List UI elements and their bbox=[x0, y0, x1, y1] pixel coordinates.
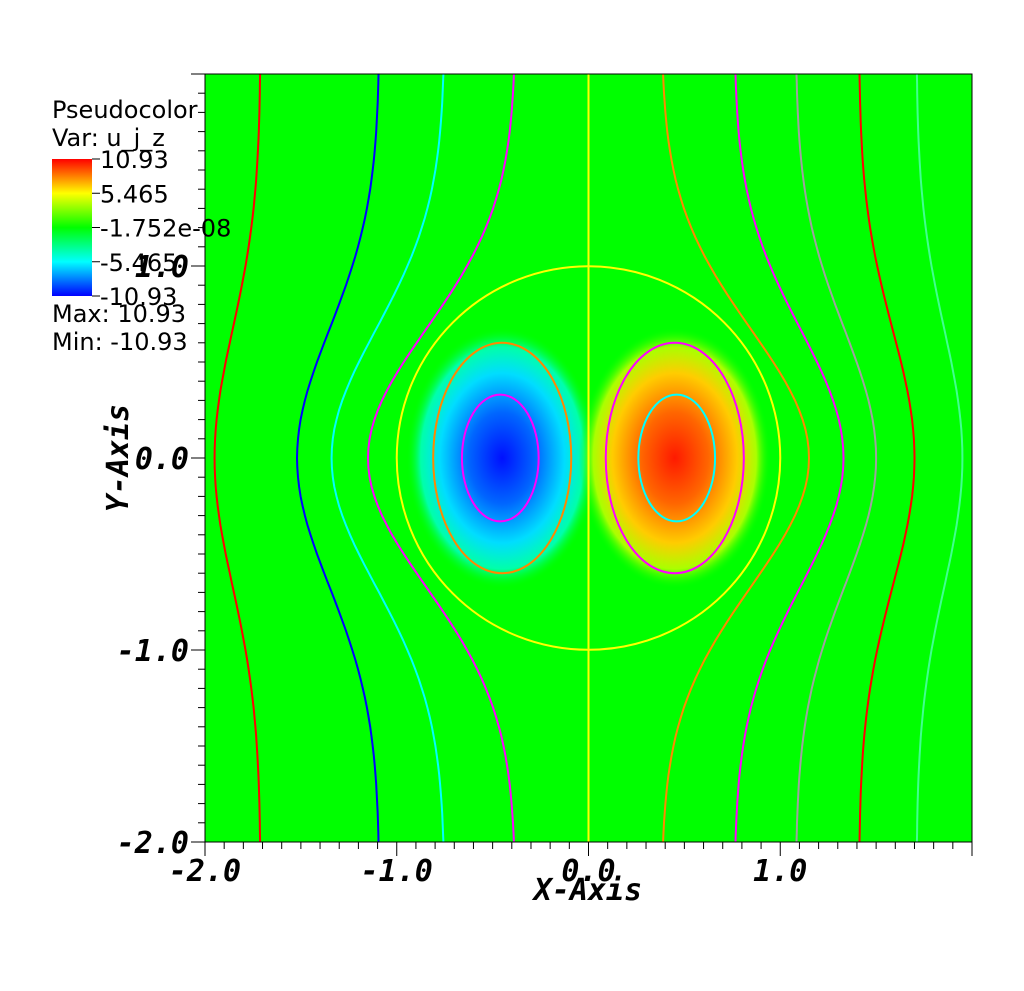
x-tick-label: 1.0 bbox=[753, 854, 807, 889]
y-tick-label: -1.0 bbox=[117, 634, 189, 669]
legend: Pseudocolor Var: u_j_z 10.93 5.465 -1.752e… bbox=[52, 96, 231, 356]
y-tick-label: 1.0 bbox=[135, 250, 189, 285]
colorbar-label: -1.752e-08 bbox=[100, 215, 231, 243]
colorbar-labels: 10.93 5.465 -1.752e-08 -5.465 -10.93 bbox=[92, 146, 231, 311]
contour-line-2 bbox=[330, 74, 445, 842]
colorbar-label: -10.93 bbox=[100, 283, 177, 311]
legend-max: Max: 10.93 bbox=[52, 300, 186, 328]
contour-ring-2 bbox=[604, 341, 745, 575]
colorbar bbox=[52, 159, 92, 296]
x-tick-label: -2.0 bbox=[169, 854, 241, 889]
legend-plot-type: Pseudocolor bbox=[52, 96, 198, 124]
x-tick-label: -1.0 bbox=[361, 854, 433, 889]
minor-ticks bbox=[191, 73, 973, 856]
contour-ring-0 bbox=[432, 341, 573, 575]
contour-line-7 bbox=[858, 74, 916, 842]
y-tick-label: 0.0 bbox=[135, 442, 189, 477]
contour-ring-3 bbox=[637, 393, 717, 523]
y-tick-label: -2.0 bbox=[117, 826, 189, 861]
contour-line-5 bbox=[734, 74, 845, 842]
contour-line-1 bbox=[295, 74, 380, 842]
tick-labels: -2.0 -1.0 0.0 1.0 -2.0 -1.0 0.0 1.0 bbox=[117, 250, 808, 889]
legend-min: Min: -10.93 bbox=[52, 328, 188, 356]
colorbar-label: -5.465 bbox=[100, 249, 177, 277]
colorbar-label: 5.465 bbox=[100, 180, 169, 208]
contour-line-4 bbox=[662, 74, 811, 842]
x-axis-title: X-Axis bbox=[531, 873, 642, 908]
colorbar-label: 10.93 bbox=[100, 146, 169, 174]
contour-ring-1 bbox=[460, 393, 540, 523]
field-layer bbox=[406, 327, 771, 589]
contour-line-3 bbox=[366, 74, 515, 842]
y-axis-title: Y-Axis bbox=[101, 404, 136, 512]
legend-variable: Var: u_j_z bbox=[52, 124, 165, 152]
contour-line-6 bbox=[795, 74, 878, 842]
contour-line-0 bbox=[213, 74, 262, 842]
x-tick-label: 0.0 bbox=[561, 854, 615, 889]
negative-blob bbox=[406, 327, 599, 589]
contour-layer bbox=[213, 74, 964, 842]
positive-blob bbox=[578, 327, 771, 589]
contour-line-8 bbox=[915, 74, 964, 842]
